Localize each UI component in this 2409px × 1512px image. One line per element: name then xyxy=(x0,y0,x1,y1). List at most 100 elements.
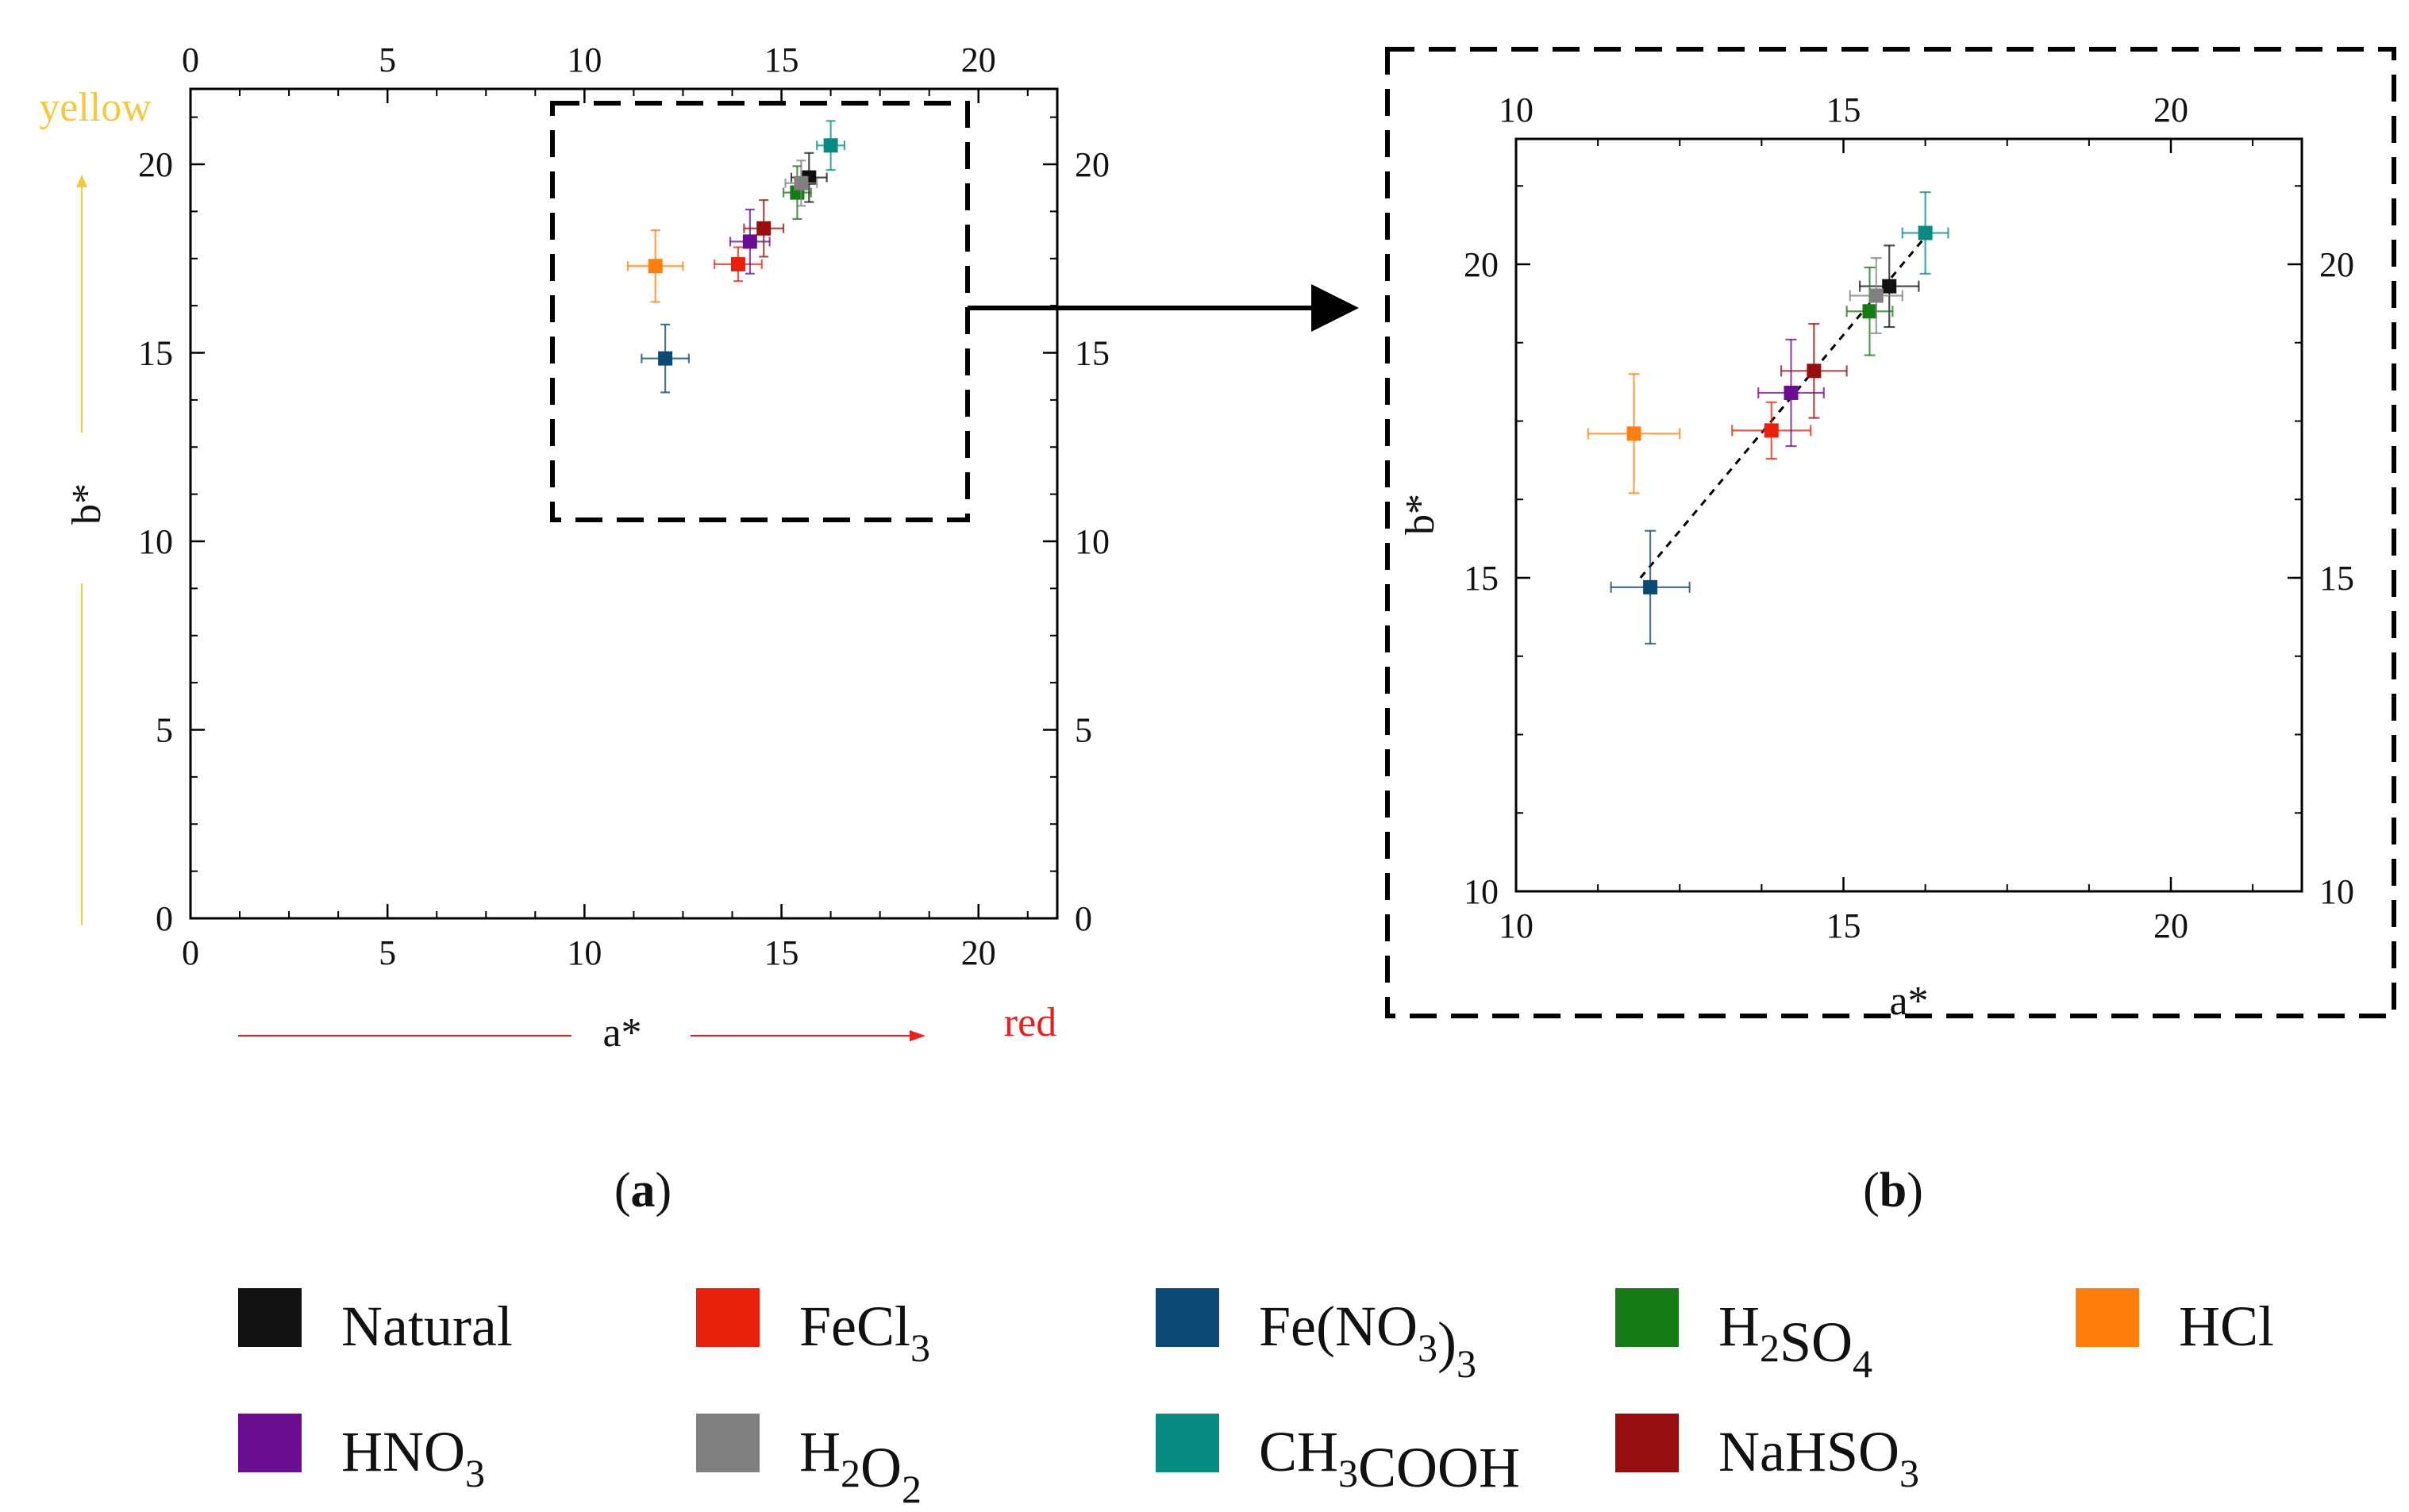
legend-item: H2SO4 xyxy=(1615,1288,1872,1386)
legend-swatch xyxy=(1615,1288,1679,1347)
legend-label: HNO3 xyxy=(341,1420,485,1495)
marker-feno33 xyxy=(1643,579,1658,594)
panel-a-frame xyxy=(189,87,1059,920)
x-tick-label-top: 20 xyxy=(961,40,996,79)
panel-a-x-axis-title: a* xyxy=(602,1010,641,1056)
data-point-b xyxy=(1859,244,1920,329)
x-tick-label-bottom: 10 xyxy=(1499,906,1534,945)
legend-item: CH3COOH xyxy=(1156,1414,1520,1499)
y-tick-label-left: 10 xyxy=(138,522,173,561)
data-point-b xyxy=(1731,401,1812,460)
legend-swatch xyxy=(696,1414,760,1472)
legend-label: H2O2 xyxy=(799,1420,922,1511)
x-tick-label-bottom: 10 xyxy=(567,933,602,972)
data-point-b xyxy=(1610,529,1691,645)
y-tick-label-left: 15 xyxy=(138,334,173,373)
data-point-a xyxy=(784,160,818,207)
legend-item: FeCl3 xyxy=(696,1288,930,1370)
red-direction-label: red xyxy=(1004,1000,1056,1045)
legend-item: HCl xyxy=(2076,1288,2274,1358)
x-tick-label-bottom: 20 xyxy=(2153,906,2188,945)
x-tick-label-bottom: 20 xyxy=(961,933,996,972)
red-arrowhead xyxy=(910,1030,926,1041)
data-point-b xyxy=(1757,338,1825,448)
data-point-b xyxy=(1845,266,1894,356)
legend-label: H2SO4 xyxy=(1718,1295,1872,1386)
y-tick-label-right: 10 xyxy=(1075,522,1110,561)
data-point-b xyxy=(1849,257,1903,334)
data-point-a xyxy=(816,120,846,171)
legend-swatch xyxy=(238,1414,302,1472)
legend-item: H2O2 xyxy=(696,1414,922,1511)
y-tick-label-left: 15 xyxy=(1464,559,1499,598)
marker-ch3cooh xyxy=(1918,225,1933,240)
data-point-a xyxy=(729,208,771,275)
x-tick-label-top: 10 xyxy=(567,40,602,79)
panel-b-label: (b) xyxy=(1863,1164,1923,1218)
data-point-b xyxy=(1587,373,1681,494)
data-point-a xyxy=(641,323,691,394)
panel-a-label: (a) xyxy=(614,1164,672,1218)
legend-label: FeCl3 xyxy=(799,1295,930,1370)
panel-b-y-axis-title: b* xyxy=(1398,494,1443,535)
x-tick-label-bottom: 5 xyxy=(379,933,396,972)
x-tick-label-top: 5 xyxy=(379,40,396,79)
panel-b-points xyxy=(1587,191,1949,645)
x-tick-label-top: 0 xyxy=(182,40,199,79)
data-point-b xyxy=(1780,322,1848,419)
marker-hcl xyxy=(1626,426,1641,441)
panel-a-points xyxy=(626,120,846,394)
legend-swatch xyxy=(1156,1414,1219,1472)
marker-h2o2 xyxy=(794,175,809,190)
y-tick-label-right: 15 xyxy=(1075,334,1110,373)
y-tick-label-right: 5 xyxy=(1075,711,1092,750)
marker-fecl3 xyxy=(1764,423,1779,438)
legend-swatch xyxy=(1156,1288,1219,1347)
legend-swatch xyxy=(1615,1414,1679,1472)
marker-fecl3 xyxy=(730,256,745,271)
marker-hno3 xyxy=(1784,385,1799,400)
marker-h2so4 xyxy=(1862,304,1877,319)
x-tick-label-top: 15 xyxy=(1826,90,1861,129)
legend-swatch xyxy=(2076,1288,2139,1347)
legend-item: HNO3 xyxy=(238,1414,485,1495)
panel-a-y-axis-title: b* xyxy=(64,483,110,525)
y-tick-label-left: 10 xyxy=(1464,872,1499,911)
marker-nahso3 xyxy=(1807,364,1822,379)
x-tick-label-bottom: 15 xyxy=(764,933,799,972)
y-tick-label-right: 10 xyxy=(2319,872,2354,911)
legend-label: NaHSO3 xyxy=(1718,1420,1919,1495)
yellow-direction-label: yellow xyxy=(39,85,152,130)
marker-hno3 xyxy=(742,234,757,249)
panel-b-x-axis-title: a* xyxy=(1889,979,1928,1024)
marker-hcl xyxy=(648,259,663,274)
x-tick-label-top: 10 xyxy=(1499,90,1534,129)
marker-natural xyxy=(1882,279,1897,294)
legend-swatch xyxy=(238,1288,302,1347)
x-tick-label-bottom: 15 xyxy=(1826,906,1861,945)
panel-b-frame xyxy=(1514,137,2303,893)
y-tick-label-right: 20 xyxy=(2319,245,2354,284)
y-tick-label-left: 20 xyxy=(138,145,173,184)
yellow-arrowhead xyxy=(76,175,87,187)
panel-b-dashed-border xyxy=(1385,47,2396,1018)
legend-label: HCl xyxy=(2179,1295,2274,1358)
legend-label: Fe(NO3)3 xyxy=(1259,1295,1476,1386)
legend: Natural FeCl3 Fe(NO3)3 H2SO4 HCl HNO3 H2O2 CH3C… xyxy=(238,1288,2274,1511)
data-point-a xyxy=(714,246,763,283)
legend-item: Fe(NO3)3 xyxy=(1156,1288,1476,1386)
marker-h2o2 xyxy=(1868,288,1884,303)
y-tick-label-right: 15 xyxy=(2319,559,2354,598)
y-tick-label-left: 20 xyxy=(1464,245,1499,284)
marker-nahso3 xyxy=(756,221,772,236)
x-tick-label-top: 20 xyxy=(2153,90,2188,129)
legend-label: CH3COOH xyxy=(1259,1420,1520,1499)
data-point-a xyxy=(626,229,684,303)
legend-item: NaHSO3 xyxy=(1615,1414,1919,1495)
data-point-a xyxy=(743,199,785,258)
